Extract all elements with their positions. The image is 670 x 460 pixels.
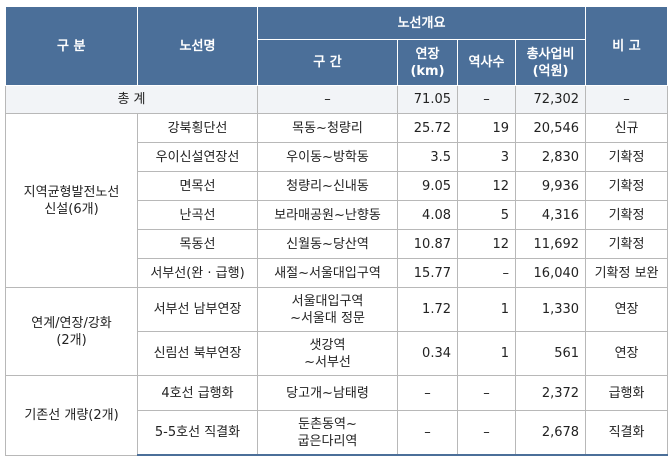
route-cost: 20,546: [514, 113, 587, 143]
route-length: 3.5: [397, 142, 458, 172]
route-section: 둔촌동역~ 굽은다리역: [257, 410, 398, 456]
header-category: 구 분: [5, 6, 138, 86]
route-note: 기확정: [585, 200, 669, 230]
total-cost: 72,302: [514, 85, 587, 114]
route-note: 기확정 보완: [585, 258, 669, 288]
route-note: 직결화: [585, 410, 669, 456]
table-row: 목동선 신월동~당산역 10.87 12 11,692 기확정: [6, 229, 669, 259]
header-row-2: 구 간 연장 (km) 역사수 총사업비 (억원): [6, 39, 668, 86]
header-row-1: 구 분 노선명 노선개요 비 고: [5, 6, 669, 86]
route-cost: 2,678: [514, 410, 587, 456]
route-stations: 5: [457, 200, 516, 230]
route-length: 25.72: [397, 113, 458, 143]
route-section: 보라매공원~난향동: [257, 200, 398, 230]
table-row: 기존선 개량(2개) 4호선 급행화 당고개~남태령 – – 2,372 급행화: [5, 375, 669, 456]
route-section: 샛강역 ~서부선: [257, 331, 398, 376]
table-row: 신림선 북부연장 샛강역 ~서부선 0.34 1 561 연장: [6, 331, 669, 376]
route-stations: 1: [457, 287, 516, 332]
route-cost: 9,936: [514, 171, 587, 201]
route-stations: 3: [457, 142, 516, 172]
route-stations: 19: [457, 113, 516, 143]
header-length: 연장 (km): [397, 39, 458, 86]
total-stations: –: [457, 85, 516, 114]
route-name: 우이신설연장선: [137, 142, 258, 172]
header-cost: 총사업비 (억원): [514, 39, 587, 86]
header-section: 구 간: [257, 39, 398, 86]
header-overview: 노선개요: [256, 6, 587, 40]
route-section: 서울대입구역 ~서울대 정문: [257, 287, 398, 332]
group-label: 기존선 개량(2개): [5, 375, 138, 456]
table-row: 지역균형발전노선 신설(6개) 강북횡단선 목동~청량리 25.72 19 20…: [5, 113, 669, 288]
route-length: 0.34: [397, 331, 458, 376]
route-section: 우이동~방학동: [257, 142, 398, 172]
route-note: 신규: [585, 113, 669, 143]
header-note: 비 고: [585, 6, 669, 86]
table-row: 연계/연장/강화 (2개) 서부선 남부연장 서울대입구역 ~서울대 정문 1.…: [5, 287, 669, 376]
route-length: –: [397, 410, 458, 456]
route-name: 5-5호선 직결화: [137, 410, 258, 456]
route-cost: 1,330: [514, 287, 587, 332]
route-name: 면목선: [137, 171, 258, 201]
route-section: 청량리~신내동: [257, 171, 398, 201]
route-stations: –: [457, 258, 516, 288]
route-length: –: [397, 375, 458, 411]
route-cost: 2,372: [514, 375, 587, 411]
group-label: 지역균형발전노선 신설(6개): [5, 113, 138, 288]
header-stations: 역사수: [457, 39, 516, 86]
route-name: 목동선: [137, 229, 258, 259]
route-note: 연장: [585, 287, 669, 332]
route-cost: 11,692: [514, 229, 587, 259]
route-section: 목동~청량리: [257, 113, 398, 143]
table-row: 5-5호선 직결화 둔촌동역~ 굽은다리역 – – 2,678 직결화: [6, 410, 669, 456]
table-row: 우이신설연장선 우이동~방학동 3.5 3 2,830 기확정: [6, 142, 669, 172]
total-note: –: [585, 85, 669, 114]
route-stations: 12: [457, 229, 516, 259]
route-name: 4호선 급행화: [137, 375, 258, 411]
route-cost: 4,316: [514, 200, 587, 230]
route-note: 기확정: [585, 229, 669, 259]
route-note: 연장: [585, 331, 669, 376]
route-stations: –: [457, 375, 516, 411]
total-section: –: [257, 85, 398, 114]
route-note: 급행화: [585, 375, 669, 411]
route-stations: 12: [457, 171, 516, 201]
route-name: 서부선(완 · 급행): [137, 258, 258, 288]
route-note: 기확정: [585, 142, 669, 172]
route-length: 10.87: [397, 229, 458, 259]
route-section: 신월동~당산역: [257, 229, 398, 259]
group-label: 연계/연장/강화 (2개): [5, 287, 138, 376]
total-label: 총 계: [5, 85, 258, 114]
header-route-name: 노선명: [137, 6, 258, 86]
route-section: 당고개~남태령: [257, 375, 398, 411]
route-table: 구 분 노선명 노선개요 비 고 구 간 연장 (km) 역사수 총사업비 (억…: [5, 6, 669, 456]
route-length: 15.77: [397, 258, 458, 288]
route-length: 1.72: [397, 287, 458, 332]
route-note: 기확정: [585, 171, 669, 201]
table-row: 면목선 청량리~신내동 9.05 12 9,936 기확정: [6, 171, 669, 201]
route-cost: 561: [514, 331, 587, 376]
route-cost: 2,830: [514, 142, 587, 172]
route-stations: 1: [457, 331, 516, 376]
total-row: 총 계 – 71.05 – 72,302 –: [5, 85, 669, 114]
total-length: 71.05: [397, 85, 458, 114]
route-length: 9.05: [397, 171, 458, 201]
table-row: 난곡선 보라매공원~난향동 4.08 5 4,316 기확정: [6, 200, 669, 230]
route-section: 새절~서울대입구역: [257, 258, 398, 288]
route-name: 강북횡단선: [137, 113, 258, 143]
route-length: 4.08: [397, 200, 458, 230]
route-name: 난곡선: [137, 200, 258, 230]
route-name: 신림선 북부연장: [137, 331, 258, 376]
route-cost: 16,040: [514, 258, 587, 288]
route-name: 서부선 남부연장: [137, 287, 258, 332]
route-stations: –: [457, 410, 516, 456]
